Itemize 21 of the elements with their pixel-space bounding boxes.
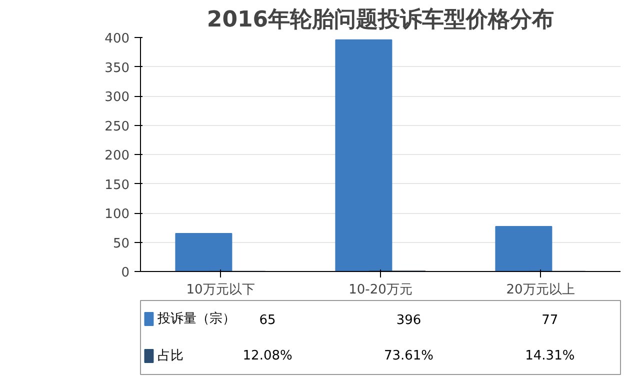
- data-label: 77: [542, 313, 558, 328]
- data-label: 65: [259, 313, 276, 328]
- y-tick-label: 50: [112, 236, 130, 252]
- y-tick-label: 150: [104, 178, 130, 193]
- legend-label: 投诉量（宗）: [156, 310, 236, 326]
- legend-label: 占比: [157, 348, 184, 364]
- x-tick-label: 20万元以上: [506, 282, 575, 298]
- y-tick-label: 300: [104, 90, 130, 105]
- y-tick-label: 100: [104, 207, 130, 222]
- x-tick-label: 10-20万元: [348, 282, 412, 298]
- chart-title: 2016年轮胎问题投诉车型价格分布: [206, 6, 554, 32]
- y-tick-label: 0: [121, 266, 130, 280]
- y-tick-label: 400: [104, 32, 130, 46]
- data-label: 73.61%: [384, 348, 434, 364]
- x-tick-label: 10万元以下: [186, 282, 255, 298]
- data-label: 396: [396, 313, 422, 328]
- y-tick-label: 350: [104, 60, 130, 76]
- data-label: 12.08%: [242, 348, 292, 364]
- y-tick-label: 200: [104, 148, 130, 164]
- data-label: 14.31%: [525, 348, 575, 364]
- y-tick-label: 250: [104, 119, 130, 134]
